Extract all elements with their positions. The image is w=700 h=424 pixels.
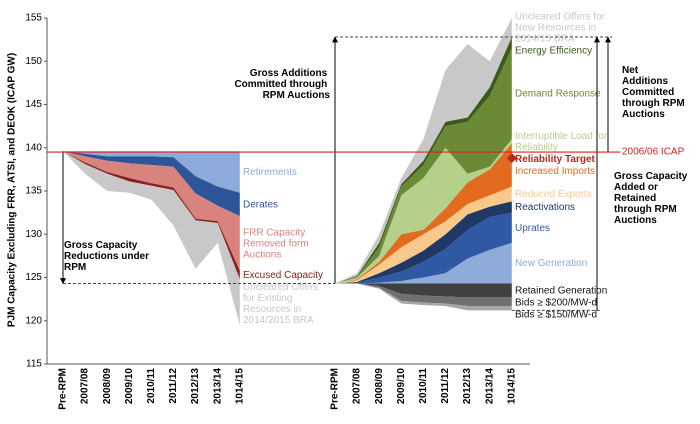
area [63, 151, 240, 217]
series-label: Increased Imports [515, 165, 595, 176]
y-tick-label: 140 [25, 142, 42, 153]
x-tick-label: 2011/12 [168, 368, 179, 404]
series-label: Uncleared Offers for Existing Resources … [243, 282, 321, 326]
series-label: Retained Generation [515, 285, 607, 296]
x-tick-label: 2010/11 [146, 368, 157, 404]
area [63, 151, 240, 326]
annotation: Gross Additions Committed through RPM Au… [234, 68, 330, 101]
area [335, 212, 512, 284]
area [335, 18, 512, 284]
series-label: Reactivations [515, 202, 575, 213]
x-tick-label: 2009/10 [124, 368, 135, 405]
y-tick-label: 130 [25, 229, 42, 240]
x-tick-label: 2010/11 [418, 368, 429, 404]
series-label: Retirements [243, 167, 297, 178]
area [335, 283, 512, 298]
x-tick-label: 2007/08 [80, 368, 91, 405]
series-label: Bids ≥ $150/MW-d [515, 309, 597, 320]
annotation: Net Additions Committed through RPM Auct… [622, 65, 688, 120]
x-tick-label: 2013/14 [484, 368, 495, 405]
x-tick-label: 2009/10 [396, 368, 407, 405]
annotation: Gross Capacity Added or Retained through… [614, 171, 690, 226]
area [63, 151, 240, 193]
y-tick-label: 115 [26, 359, 42, 370]
y-tick-label: 145 [25, 99, 42, 110]
y-tick-label: 155 [25, 13, 42, 24]
area [335, 283, 512, 307]
x-tick-label: 2011/12 [440, 368, 451, 404]
series-label: Uprates [515, 222, 550, 233]
series-label: Interruptible Load for Reliability [515, 130, 610, 152]
series-label: Excused Capacity [243, 270, 323, 281]
area [335, 186, 512, 284]
x-tick-label: 2013/14 [212, 368, 223, 405]
area [335, 283, 512, 311]
series-label: Demand Response [515, 88, 601, 99]
series-label: Energy Efficiency [515, 45, 592, 56]
series-label: Reduced Exports [515, 189, 592, 200]
series-label: Derates [243, 199, 278, 210]
plot-area [63, 18, 512, 326]
reference-label: 2006/06 ICAP [622, 147, 685, 158]
target-marker [506, 153, 517, 164]
x-tick-label: 2007/08 [352, 368, 363, 405]
y-tick-label: 120 [25, 315, 42, 326]
area [335, 48, 512, 284]
x-tick-label: 1014/15 [234, 368, 245, 405]
series-label: Bids ≥ $200/MW-d [515, 297, 597, 308]
series-label: Uncleared Offers for New Resources in 20… [515, 11, 608, 44]
series-label: Reliability Target [515, 153, 596, 164]
annotation: Gross Capacity Reductions under RPM [64, 240, 152, 273]
x-tick-label: Pre-RPM [58, 368, 69, 410]
y-axis-label: PJM Capacity Excluding FRR, ATSI, and DE… [7, 53, 18, 327]
area [63, 151, 240, 271]
y-tick-label: 135 [25, 186, 42, 197]
x-tick-label: 1014/15 [506, 368, 517, 405]
series-label: New Generation [515, 258, 587, 269]
x-tick-label: 2008/09 [374, 368, 385, 405]
area [335, 139, 512, 284]
x-tick-label: 2012/13 [462, 368, 473, 405]
area [335, 242, 512, 284]
area [335, 201, 512, 284]
x-tick-label: Pre-RPM [330, 368, 341, 410]
y-tick-label: 125 [25, 272, 42, 283]
y-tick-label: 150 [25, 56, 42, 67]
x-tick-label: 2008/09 [102, 368, 113, 405]
x-tick-label: 2012/13 [190, 368, 201, 405]
series-label: FRR Capacity Removed form Auctions [243, 227, 311, 260]
